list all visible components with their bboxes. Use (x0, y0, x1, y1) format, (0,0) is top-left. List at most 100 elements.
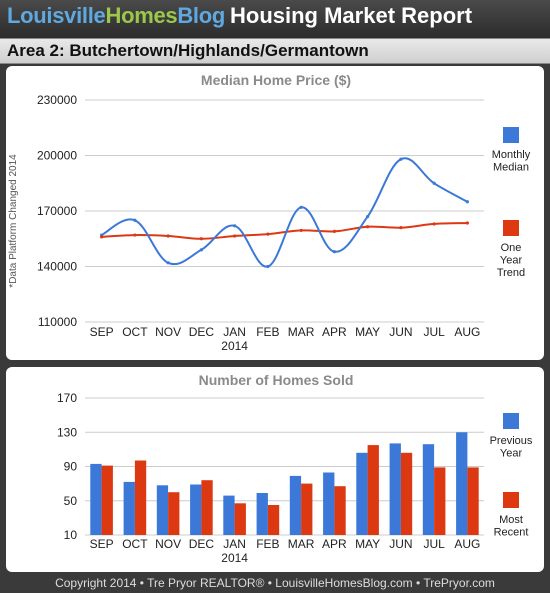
legend-label: Monthly (492, 149, 531, 161)
report-header: LouisvilleHomesBlog Housing Market Repor… (0, 0, 550, 38)
x-tick-label: FEB (256, 325, 279, 339)
area-bar: Area 2: Butchertown/Highlands/Germantown (0, 38, 550, 64)
bar (422, 444, 435, 535)
bar (434, 467, 446, 535)
x-tick-label: JUL (423, 325, 445, 339)
x-tick-label: NOV (155, 325, 181, 339)
x-tick-label: APR (322, 325, 347, 339)
y-tick-label: 110000 (38, 315, 77, 329)
data-point (366, 214, 370, 219)
data-point (233, 234, 237, 238)
data-point (199, 237, 203, 241)
bar (156, 485, 169, 535)
brand-part-1: Louisville (7, 3, 106, 28)
bar (223, 495, 235, 535)
legend-swatch (503, 492, 519, 508)
legend-label: Trend (497, 267, 525, 279)
x-tick-label: AUG (454, 537, 480, 551)
data-point (133, 233, 137, 237)
y-tick-label: 130 (57, 425, 77, 439)
brand-logo[interactable]: LouisvilleHomesBlog (7, 3, 225, 29)
y-tick-label: 90 (64, 460, 78, 474)
x-tick-label: DEC (189, 325, 215, 339)
homes-sold-panel: Number of Homes Sold 170 130 90 50 10 SEP OCT NO… (6, 367, 544, 572)
x-tick-label: OCT (122, 325, 148, 339)
x-tick-label: FEB (256, 537, 279, 551)
legend-label: Most (499, 514, 523, 526)
x-tick-label: MAY (355, 537, 380, 551)
bar (134, 460, 147, 535)
legend-label: One (501, 242, 522, 254)
legend-label: Year (500, 448, 523, 460)
x-tick-label: JAN (223, 537, 246, 551)
x-tick-label: MAR (288, 325, 315, 339)
bar (190, 484, 202, 535)
data-point (166, 234, 170, 238)
legend-swatch (503, 413, 519, 429)
bar (334, 486, 346, 535)
x-tick-label: MAY (355, 325, 380, 339)
x-tick-label: NOV (155, 537, 181, 551)
area-title: Area 2: Butchertown/Highlands/Germantown (7, 41, 369, 60)
bar (168, 492, 180, 535)
x-tick-label: DEC (189, 537, 215, 551)
data-point (133, 218, 137, 222)
data-point (432, 181, 436, 185)
x-tick-label: OCT (122, 537, 148, 551)
data-point (266, 264, 270, 269)
bar (101, 465, 113, 535)
legend-swatch (503, 127, 519, 143)
series-line (101, 222, 468, 240)
x-tick-label: SEP (90, 325, 114, 339)
x-tick-label: JUN (389, 537, 412, 551)
x-tick-label: JUN (389, 325, 412, 339)
y-tick-label: 170 (57, 391, 77, 405)
year-label: 2014 (221, 551, 248, 565)
x-tick-label: JUL (423, 537, 445, 551)
data-point (166, 261, 170, 265)
x-tick-label: JAN (223, 325, 246, 339)
data-point (199, 248, 203, 252)
bar (400, 452, 413, 535)
bar (267, 505, 280, 535)
median-price-chart: Median Home Price ($) 230000 200000 170000 1… (8, 72, 531, 353)
data-point (366, 225, 370, 229)
legend-swatch (503, 220, 519, 236)
bar (289, 475, 302, 535)
footer-copyright: Copyright 2014 • Tre Pryor REALTOR® • Lo… (55, 576, 495, 590)
bar (301, 483, 313, 535)
data-point (233, 224, 237, 228)
y-tick-label: 230000 (37, 93, 77, 107)
data-point (332, 250, 336, 254)
data-point (465, 200, 469, 204)
series-line (101, 157, 468, 268)
data-point (432, 222, 436, 226)
legend-label: Year (500, 255, 523, 267)
x-tick-label: SEP (90, 537, 114, 551)
bar (123, 481, 135, 535)
data-point (332, 229, 336, 233)
bar (234, 503, 246, 535)
data-point (399, 157, 403, 161)
x-tick-label: AUG (454, 325, 480, 339)
data-point (465, 221, 469, 225)
bar (90, 463, 102, 535)
y-tick-label: 50 (64, 494, 78, 508)
homes-sold-chart: Number of Homes Sold 170 130 90 50 10 SEP OCT NO… (57, 372, 533, 565)
bar (367, 445, 379, 535)
bar (467, 467, 479, 535)
y-tick-label: 140000 (37, 260, 77, 274)
chart-title: Number of Homes Sold (199, 372, 354, 388)
data-point (100, 235, 104, 239)
data-point (399, 226, 403, 230)
bar (389, 443, 401, 535)
data-point (266, 232, 270, 236)
median-price-panel: Median Home Price ($) 230000 200000 170000 1… (6, 66, 544, 360)
legend-label: Previous (490, 435, 533, 447)
y-tick-label: 10 (64, 528, 78, 542)
bar (256, 493, 268, 535)
y-tick-label: 200000 (37, 149, 77, 163)
brand-part-3: Blog (177, 3, 226, 28)
x-tick-label: APR (322, 537, 347, 551)
x-tick-label: MAR (288, 537, 315, 551)
